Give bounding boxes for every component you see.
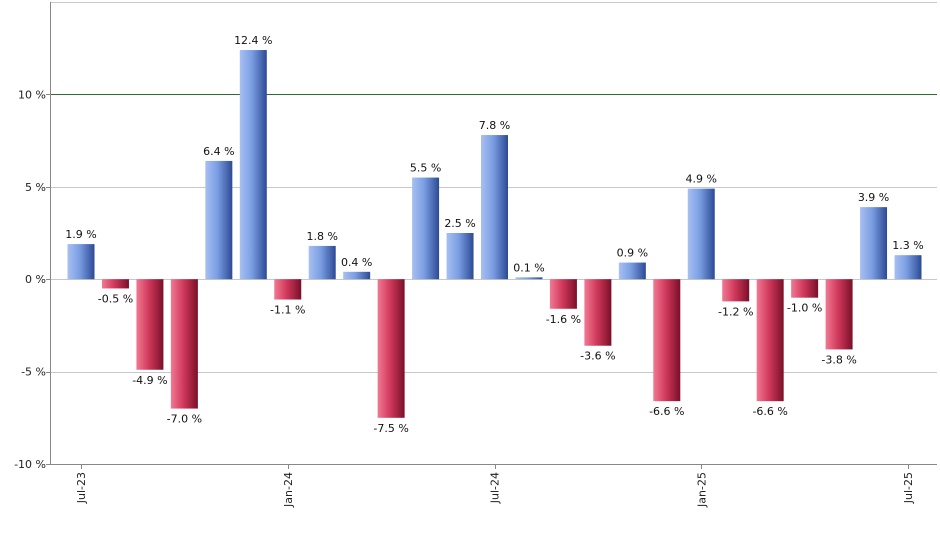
x-tick-label-Jul-25: Jul-25 xyxy=(902,472,915,504)
bar-Apr-24 xyxy=(377,279,405,418)
x-tick-label-Jul-24: Jul-24 xyxy=(489,472,502,504)
y-tick-label-2: 0 % xyxy=(25,273,46,286)
bar-Nov-23 xyxy=(205,160,233,280)
bar-Jan-24 xyxy=(274,279,302,300)
data-label-May-24: 5.5 % xyxy=(410,162,441,175)
data-label-Nov-23: 6.4 % xyxy=(203,145,234,158)
data-label-Mar-25: -6.6 % xyxy=(752,405,787,418)
data-label-Oct-24: -3.6 % xyxy=(580,350,615,363)
data-label-Apr-25: -1.0 % xyxy=(787,302,822,315)
x-tick-label-Jan-24: Jan-24 xyxy=(282,472,295,508)
data-label-Oct-23: -7.0 % xyxy=(167,413,202,426)
data-label-Feb-25: -1.2 % xyxy=(718,305,753,318)
data-label-Jan-24: -1.1 % xyxy=(270,304,305,317)
data-label-Sep-23: -4.9 % xyxy=(132,374,167,387)
data-label-Feb-24: 1.8 % xyxy=(306,230,337,243)
data-label-Aug-23: -0.5 % xyxy=(98,292,133,305)
x-tick-label-Jan-25: Jan-25 xyxy=(695,472,708,508)
data-label-Mar-24: 0.4 % xyxy=(341,256,372,269)
bar-Nov-24 xyxy=(618,262,646,280)
bar-Oct-24 xyxy=(584,279,612,346)
data-label-Jul-23: 1.9 % xyxy=(65,228,96,241)
bar-Sep-23 xyxy=(136,279,164,370)
bar-Jan-25 xyxy=(687,188,715,280)
bar-Mar-24 xyxy=(343,271,371,280)
bar-Feb-24 xyxy=(308,245,336,280)
bar-Dec-23 xyxy=(239,50,267,280)
y-tick-label-4: -10 % xyxy=(14,458,46,471)
bar-Jul-23 xyxy=(67,244,95,280)
bar-Jun-25 xyxy=(860,207,888,280)
y-tick-label-1: 5 % xyxy=(25,181,46,194)
data-label-Dec-24: -6.6 % xyxy=(649,405,684,418)
data-labels: 1.9 % -0.5 % -4.9 % -7.0 % 6.4 % 12.4 % -1.1 %… xyxy=(65,34,923,435)
bar-Aug-24 xyxy=(515,277,543,280)
data-label-Apr-24: -7.5 % xyxy=(373,422,408,435)
bar-Jul-25 xyxy=(894,255,922,280)
bars xyxy=(67,50,922,418)
bar-Dec-24 xyxy=(653,279,681,402)
data-label-Jun-25: 3.9 % xyxy=(858,191,889,204)
y-tick-label-3: -5 % xyxy=(21,366,46,379)
y-tick-label-0: 10 % xyxy=(18,88,46,101)
bar-Sep-24 xyxy=(549,279,577,309)
data-label-Jun-24: 2.5 % xyxy=(444,217,475,230)
data-label-Dec-23: 12.4 % xyxy=(234,34,272,47)
data-label-Nov-24: 0.9 % xyxy=(617,247,648,260)
bar-Apr-25 xyxy=(791,279,819,298)
bar-Aug-23 xyxy=(101,279,129,289)
bar-Oct-23 xyxy=(170,279,198,409)
bar-May-24 xyxy=(412,177,440,280)
data-label-Aug-24: 0.1 % xyxy=(513,261,544,274)
x-tick-label-Jul-23: Jul-23 xyxy=(75,472,88,504)
data-label-Jul-24: 7.8 % xyxy=(479,119,510,132)
bar-May-25 xyxy=(825,279,853,350)
data-label-Jan-25: 4.9 % xyxy=(686,173,717,186)
data-label-Jul-25: 1.3 % xyxy=(892,239,923,252)
bar-Jul-24 xyxy=(481,135,508,280)
bar-Feb-25 xyxy=(722,279,750,302)
data-label-Sep-24: -1.6 % xyxy=(546,313,581,326)
data-label-May-25: -3.8 % xyxy=(821,353,856,366)
bar-Jun-24 xyxy=(446,233,474,280)
bar-Mar-25 xyxy=(756,279,784,402)
axes: 10 % 5 % 0 % -5 % -10 % Jul-23 Jan-24 Jul-24 Jan… xyxy=(14,2,937,508)
